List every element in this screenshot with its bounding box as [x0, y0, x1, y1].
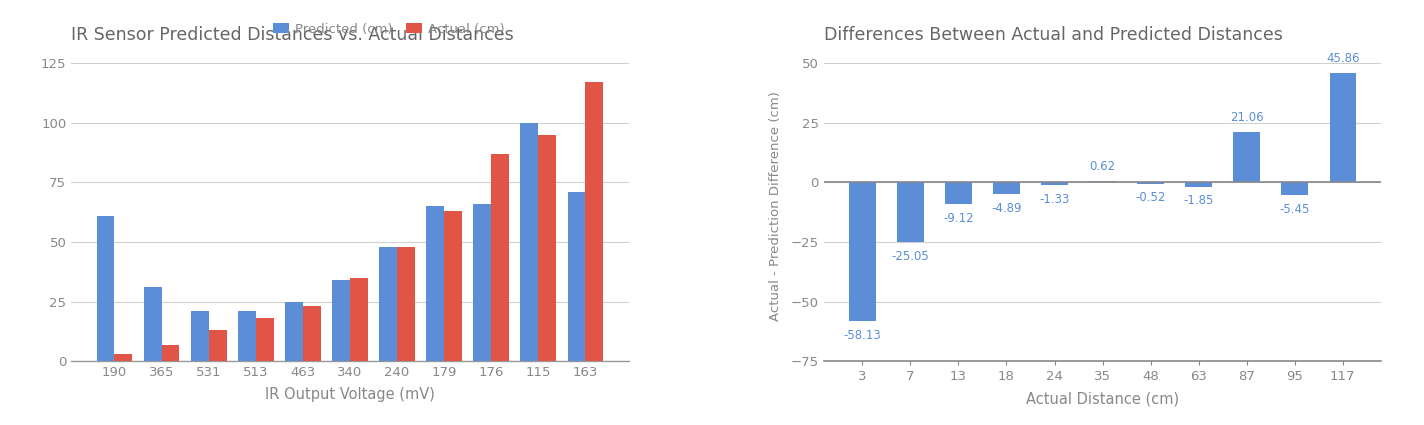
Bar — [946, 182, 971, 204]
Bar — [209, 330, 226, 361]
Text: -25.05: -25.05 — [891, 250, 930, 263]
Bar — [238, 311, 256, 361]
Text: 0.62: 0.62 — [1089, 160, 1115, 173]
Text: -4.89: -4.89 — [991, 202, 1021, 215]
Bar — [994, 182, 1020, 194]
Bar — [285, 302, 303, 361]
Text: -58.13: -58.13 — [843, 329, 881, 342]
Bar — [350, 278, 367, 361]
Bar — [303, 306, 320, 361]
Bar — [1282, 182, 1307, 195]
Legend: Predicted (cm), Actual (cm): Predicted (cm), Actual (cm) — [268, 17, 510, 41]
Bar — [256, 318, 273, 361]
Bar — [379, 246, 397, 361]
Bar — [332, 280, 350, 361]
Bar — [97, 215, 114, 361]
Bar — [1138, 182, 1163, 184]
Text: 45.86: 45.86 — [1326, 52, 1360, 65]
Bar — [426, 206, 444, 361]
Text: -9.12: -9.12 — [943, 212, 974, 225]
Bar — [849, 182, 876, 321]
Bar — [568, 192, 585, 361]
Bar — [1089, 181, 1116, 182]
X-axis label: Actual Distance (cm): Actual Distance (cm) — [1025, 391, 1179, 407]
Text: Differences Between Actual and Predicted Distances: Differences Between Actual and Predicted… — [824, 26, 1283, 44]
Bar — [585, 82, 604, 361]
Bar — [897, 182, 924, 242]
Bar — [491, 153, 510, 361]
Bar — [520, 122, 538, 361]
Text: -0.52: -0.52 — [1135, 191, 1166, 204]
Bar — [538, 135, 557, 361]
Bar — [144, 287, 161, 361]
Y-axis label: Actual - Prediction Difference (cm): Actual - Prediction Difference (cm) — [769, 91, 782, 321]
Text: -5.45: -5.45 — [1280, 203, 1310, 216]
Bar — [444, 211, 461, 361]
Text: 21.06: 21.06 — [1230, 111, 1263, 124]
Bar — [473, 204, 491, 361]
Bar — [397, 246, 414, 361]
Bar — [1041, 182, 1068, 185]
Bar — [1330, 73, 1356, 182]
Bar — [1185, 182, 1212, 187]
Bar — [191, 311, 209, 361]
X-axis label: IR Output Voltage (mV): IR Output Voltage (mV) — [265, 388, 434, 402]
Bar — [1233, 132, 1260, 182]
Bar — [114, 354, 132, 361]
Text: -1.85: -1.85 — [1183, 194, 1213, 207]
Text: IR Sensor Predicted Distances vs. Actual Distances: IR Sensor Predicted Distances vs. Actual… — [71, 26, 514, 44]
Bar — [161, 345, 179, 361]
Text: -1.33: -1.33 — [1040, 193, 1069, 206]
